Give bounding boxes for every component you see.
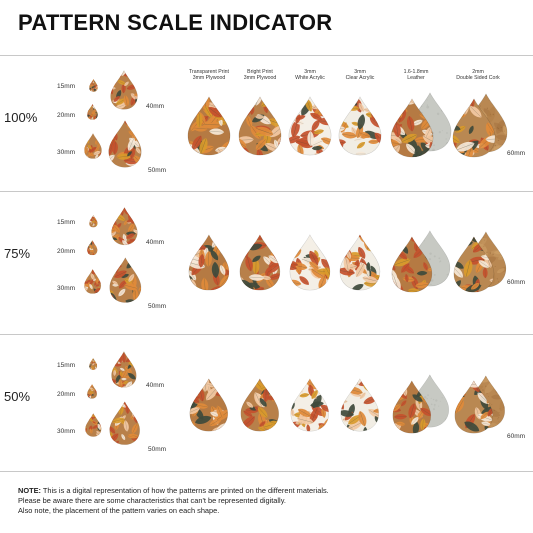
size-label: 15mm (57, 362, 76, 369)
material-label-line-2: White Acrylic (295, 75, 325, 81)
size-label: 50mm (148, 303, 167, 310)
size-label-60mm: 60mm (507, 150, 526, 157)
material-sample-drop (390, 98, 434, 158)
material-label: 2mm Double Sided Cork (448, 69, 508, 81)
size-label: 30mm (57, 285, 76, 292)
size-sample-drop (109, 257, 142, 303)
scale-percentage: 50% (4, 389, 31, 404)
material-sample-drop (391, 235, 433, 293)
material-sample-drop (392, 380, 432, 434)
material-label-line-1: Transparent Print (189, 69, 229, 75)
size-sample-drop (89, 215, 98, 228)
material-label: 1.6-1.8mm Leather (386, 69, 446, 81)
material-label: 3mm White Acrylic (280, 69, 340, 81)
scale-percentage: 100% (4, 110, 38, 125)
material-label-line-2: 3mm Plywood (192, 75, 226, 81)
material-label-line-1: 3mm (354, 69, 366, 75)
size-label: 30mm (57, 149, 76, 156)
size-label: 40mm (146, 103, 165, 110)
material-sample-drop (189, 378, 229, 432)
size-sample-drop (84, 269, 102, 295)
size-label: 15mm (57, 219, 76, 226)
size-sample-drop (89, 79, 98, 92)
page-title: PATTERN SCALE INDICATOR (18, 10, 333, 35)
section-divider (0, 471, 533, 472)
material-sample-drop (454, 380, 494, 434)
material-sample-drop (289, 233, 331, 291)
material-label-line-1: 3mm (304, 69, 316, 75)
note-label: NOTE: (18, 486, 41, 495)
section-divider (0, 191, 533, 192)
note-line-2: Please be aware there are some character… (18, 496, 286, 505)
material-sample-drop (453, 235, 495, 293)
material-sample-drop (340, 378, 380, 432)
size-label: 50mm (148, 167, 167, 174)
section-divider (0, 334, 533, 335)
size-label: 40mm (146, 239, 165, 246)
size-sample-drop (87, 240, 98, 256)
size-label: 20mm (57, 391, 76, 398)
note-text: NOTE: This is a digital representation o… (18, 486, 329, 516)
size-label: 40mm (146, 382, 165, 389)
material-sample-drop (339, 233, 381, 291)
size-sample-drop (89, 358, 98, 371)
size-sample-drop (84, 133, 102, 159)
material-label-line-2: Double Sided Cork (456, 75, 500, 81)
size-label-60mm: 60mm (507, 433, 526, 440)
size-sample-drop (111, 350, 137, 388)
material-sample-drop (239, 233, 281, 291)
size-label: 30mm (57, 428, 76, 435)
material-label-line-2: Clear Acrylic (345, 75, 375, 81)
material-label: Bright Print 3mm Plywood (230, 69, 290, 81)
material-sample-drop (288, 96, 332, 156)
material-sample-drop (187, 96, 231, 156)
note-line-3: Also note, the placement of the pattern … (18, 506, 220, 515)
material-label-line-1: 2mm (472, 69, 484, 75)
size-sample-drop (110, 206, 138, 246)
size-sample-drop (108, 120, 142, 168)
material-label-line-2: Leather (407, 75, 425, 81)
material-sample-drop (290, 378, 330, 432)
material-sample-drop (338, 96, 382, 156)
material-sample-drop (452, 98, 496, 158)
size-sample-drop (87, 383, 98, 399)
size-sample-drop (84, 413, 102, 437)
material-label: Transparent Print 3mm Plywood (179, 69, 239, 81)
size-label: 50mm (148, 446, 167, 453)
material-label-line-1: Bright Print (247, 69, 273, 75)
note-line-1: This is a digital representation of how … (41, 486, 329, 495)
material-sample-drop (238, 96, 282, 156)
size-label: 15mm (57, 83, 76, 90)
size-label: 20mm (57, 112, 76, 119)
size-label: 20mm (57, 248, 76, 255)
size-sample-drop (109, 401, 141, 445)
scale-percentage: 75% (4, 246, 31, 261)
material-label-line-2: 3mm Plywood (243, 75, 277, 81)
material-sample-drop (188, 233, 230, 291)
size-label-60mm: 60mm (507, 279, 526, 286)
section-divider (0, 55, 533, 56)
material-sample-drop (240, 378, 280, 432)
material-label: 3mm Clear Acrylic (330, 69, 390, 81)
material-label-line-1: 1.6-1.8mm (403, 69, 429, 75)
size-sample-drop (110, 70, 138, 110)
size-sample-drop (87, 104, 98, 120)
